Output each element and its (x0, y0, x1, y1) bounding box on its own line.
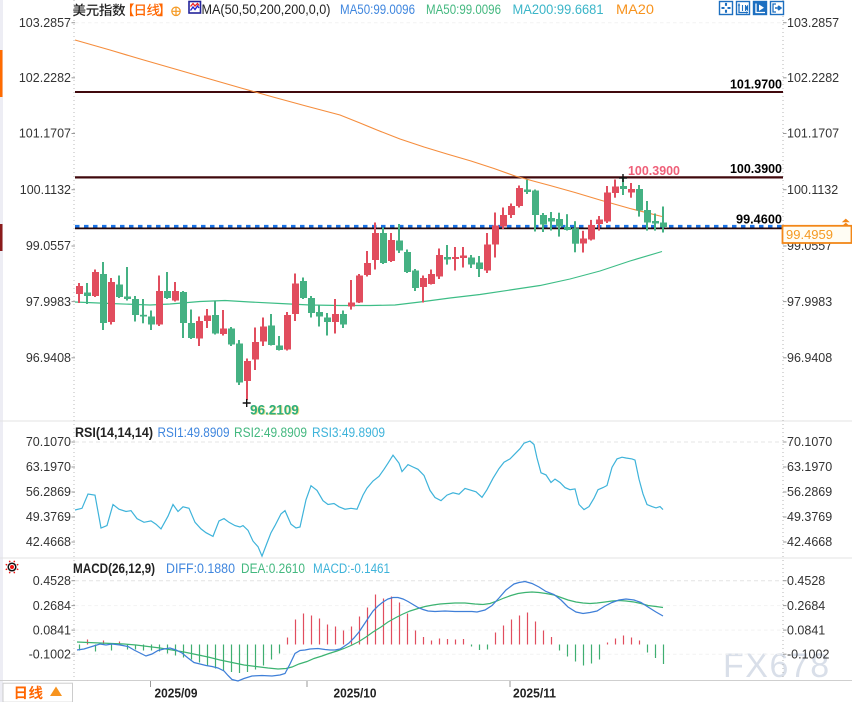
svg-text:70.1070: 70.1070 (26, 435, 71, 449)
svg-text:101.1707: 101.1707 (19, 127, 71, 141)
svg-text:MACD(26,12,9): MACD(26,12,9) (73, 561, 155, 576)
svg-text:96.9408: 96.9408 (26, 351, 71, 365)
svg-text:MA50:99.0096: MA50:99.0096 (340, 2, 415, 17)
svg-text:96.9408: 96.9408 (787, 351, 832, 365)
svg-text:MA(50,50,200,200,0,0): MA(50,50,200,200,0,0) (202, 2, 331, 17)
svg-text:56.2869: 56.2869 (26, 485, 71, 499)
svg-text:MA50:99.0096: MA50:99.0096 (426, 2, 501, 17)
svg-text:0.2684: 0.2684 (787, 599, 825, 613)
svg-text:97.9983: 97.9983 (26, 295, 71, 309)
svg-text:49.3769: 49.3769 (26, 510, 71, 524)
svg-text:0.2684: 0.2684 (33, 599, 71, 613)
svg-text:MACD:-0.1461: MACD:-0.1461 (313, 561, 390, 576)
svg-text:101.1707: 101.1707 (787, 127, 839, 141)
svg-text:-0.1002: -0.1002 (29, 647, 71, 661)
svg-text:0.0841: 0.0841 (787, 623, 825, 637)
svg-text:102.2282: 102.2282 (19, 71, 71, 85)
svg-text:96.2109: 96.2109 (251, 403, 300, 418)
svg-text:42.4668: 42.4668 (787, 535, 832, 549)
svg-text:0.4528: 0.4528 (787, 574, 825, 588)
svg-text:RSI2:49.8909: RSI2:49.8909 (234, 425, 307, 440)
svg-text:100.3900: 100.3900 (628, 163, 680, 178)
svg-text:99.0557: 99.0557 (26, 239, 71, 253)
svg-text:99.4959: 99.4959 (786, 227, 833, 242)
svg-text:2025/09: 2025/09 (155, 686, 198, 701)
svg-text:49.3769: 49.3769 (787, 510, 832, 524)
svg-text:100.1132: 100.1132 (787, 183, 838, 197)
svg-text:DIFF:0.1880: DIFF:0.1880 (166, 561, 235, 576)
svg-text:RSI1:49.8909: RSI1:49.8909 (158, 425, 230, 440)
svg-text:70.1070: 70.1070 (787, 435, 832, 449)
svg-text:MA200:99.6681: MA200:99.6681 (513, 2, 604, 17)
svg-text:99.4600: 99.4600 (736, 212, 782, 227)
svg-text:100.1132: 100.1132 (20, 183, 71, 197)
svg-text:0.0841: 0.0841 (33, 623, 71, 637)
svg-text:103.2857: 103.2857 (787, 16, 839, 30)
svg-text:56.2869: 56.2869 (787, 485, 832, 499)
svg-text:-0.1002: -0.1002 (787, 647, 829, 661)
svg-text:2025/11: 2025/11 (513, 686, 556, 701)
svg-text:101.9700: 101.9700 (730, 77, 782, 92)
svg-text:96.2109: 96.2109 (250, 403, 299, 418)
svg-text:63.1970: 63.1970 (787, 460, 832, 474)
svg-text:RSI(14,14,14): RSI(14,14,14) (75, 425, 153, 440)
svg-text:2025/10: 2025/10 (334, 686, 377, 701)
svg-text:DEA:0.2610: DEA:0.2610 (241, 561, 305, 576)
svg-text:102.2282: 102.2282 (787, 71, 839, 85)
svg-text:FX678: FX678 (723, 647, 831, 685)
svg-text:103.2857: 103.2857 (19, 16, 71, 30)
svg-text:63.1970: 63.1970 (26, 460, 71, 474)
svg-text:42.4668: 42.4668 (26, 535, 71, 549)
svg-text:MA20: MA20 (616, 2, 654, 17)
svg-text:97.9983: 97.9983 (787, 295, 832, 309)
svg-text:RSI3:49.8909: RSI3:49.8909 (312, 425, 385, 440)
svg-text:0.4528: 0.4528 (33, 574, 71, 588)
svg-text:100.3900: 100.3900 (730, 161, 782, 176)
